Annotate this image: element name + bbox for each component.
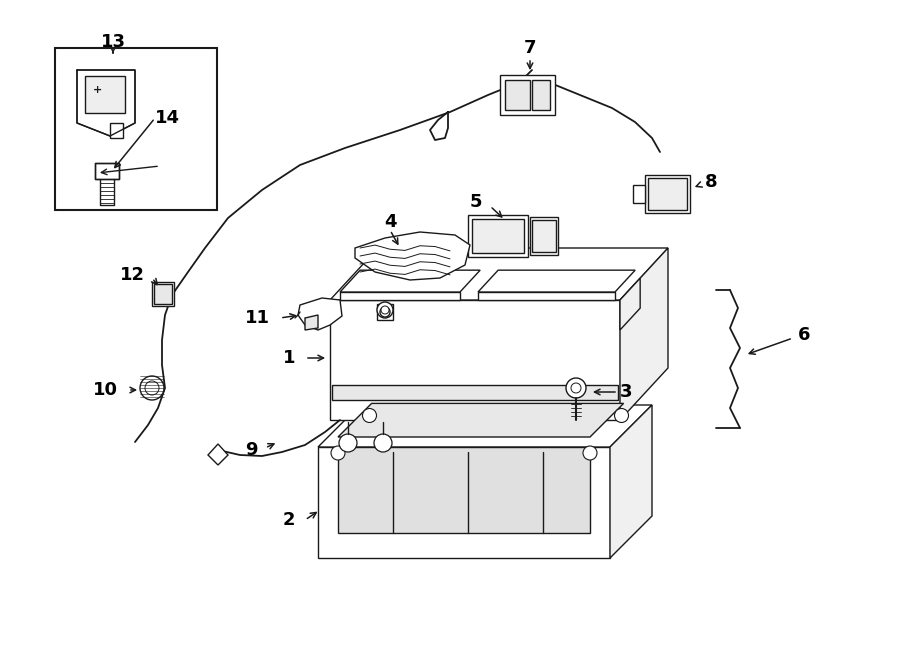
Circle shape [331,446,345,460]
Polygon shape [610,405,652,558]
Bar [377,304,393,320]
Circle shape [380,307,390,317]
Polygon shape [530,217,558,255]
Polygon shape [355,232,470,280]
Text: 3: 3 [620,383,633,401]
Polygon shape [620,248,668,420]
Text: 1: 1 [283,349,295,367]
Circle shape [377,302,393,318]
Polygon shape [318,447,610,558]
Text: 7: 7 [524,39,536,57]
Polygon shape [340,270,481,292]
Polygon shape [648,178,687,210]
Text: 2: 2 [283,511,295,529]
Polygon shape [305,315,318,330]
Circle shape [566,378,586,398]
Polygon shape [340,292,460,300]
Text: +: + [93,85,102,95]
Polygon shape [505,80,530,110]
Circle shape [615,408,628,422]
Polygon shape [532,80,550,110]
Polygon shape [77,70,135,136]
Circle shape [145,381,159,395]
Circle shape [363,408,376,422]
Text: 9: 9 [246,441,258,459]
Text: 12: 12 [120,266,145,284]
Circle shape [339,434,357,452]
Polygon shape [478,270,635,292]
Circle shape [571,383,581,393]
Polygon shape [468,215,528,257]
Polygon shape [318,405,652,447]
Polygon shape [95,163,119,179]
Polygon shape [472,219,524,253]
Text: 8: 8 [705,173,717,191]
Bar [55,48,217,210]
Polygon shape [620,278,640,330]
Circle shape [583,446,597,460]
Circle shape [374,434,392,452]
Polygon shape [330,248,668,300]
Polygon shape [478,292,615,300]
Polygon shape [110,123,123,138]
Polygon shape [330,300,620,420]
Polygon shape [85,76,125,113]
Text: 10: 10 [93,381,118,399]
Polygon shape [338,403,624,437]
Polygon shape [298,298,342,330]
Polygon shape [500,75,555,115]
Text: 4: 4 [383,213,396,231]
Circle shape [140,376,164,400]
Text: 13: 13 [101,33,125,51]
Text: 6: 6 [798,326,811,344]
Text: 5: 5 [470,193,482,211]
Polygon shape [532,220,556,252]
Polygon shape [152,282,174,306]
Polygon shape [645,175,690,213]
Polygon shape [154,284,172,304]
Text: 14: 14 [155,109,180,127]
Text: 11: 11 [245,309,270,327]
Polygon shape [208,444,228,465]
Polygon shape [338,447,590,533]
Bar [332,385,618,400]
Circle shape [381,306,389,314]
Polygon shape [633,185,645,203]
